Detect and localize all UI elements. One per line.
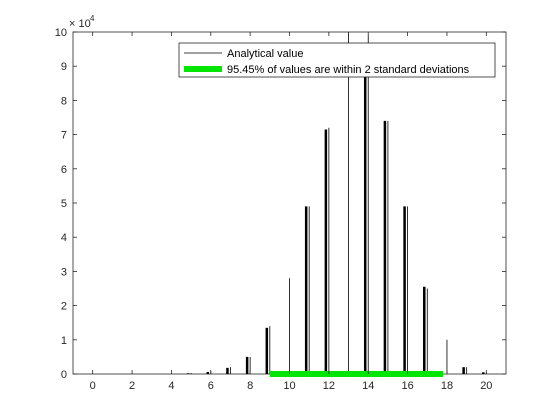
y-tick-label-6: 6: [61, 164, 67, 176]
y-tick-label-4: 4: [61, 232, 67, 244]
y-tick-label-10: 10: [55, 27, 67, 39]
y-tick-label-5: 5: [61, 198, 67, 210]
x-tick-label-0: 0: [90, 380, 96, 392]
x-tick-label-18: 18: [441, 380, 453, 392]
analytical-series: [190, 32, 487, 374]
legend-label-analytical: Analytical value: [227, 48, 303, 60]
y-exponent-power: 4: [90, 14, 95, 23]
x-tick-label-12: 12: [323, 380, 335, 392]
y-tick-label-1: 1: [61, 335, 67, 347]
y-axis-ticks: 0 1 2 3 4 5 6 7 8 9 10: [55, 27, 506, 381]
y-tick-label-0: 0: [61, 369, 67, 381]
legend-label-band: 95.45% of values are within 2 standard d…: [227, 64, 470, 76]
x-tick-label-2: 2: [129, 380, 135, 392]
y-tick-label-8: 8: [61, 95, 67, 107]
legend: Analytical value 95.45% of values are wi…: [178, 42, 496, 78]
sample-bars-series: [186, 73, 485, 374]
y-tick-label-3: 3: [61, 266, 67, 278]
x-tick-label-6: 6: [208, 380, 214, 392]
y-tick-label-2: 2: [61, 301, 67, 313]
x-tick-label-4: 4: [168, 380, 174, 392]
x-tick-label-10: 10: [283, 380, 295, 392]
x-tick-label-14: 14: [362, 380, 374, 392]
y-exponent-base: × 10: [69, 18, 91, 30]
y-exponent-label: × 10 4: [69, 14, 95, 30]
x-axis-ticks: 0 2 4 6 8 10 12 14 16 18 20: [90, 32, 492, 392]
legend-box: [178, 42, 496, 78]
y-tick-label-9: 9: [61, 61, 67, 73]
x-tick-label-16: 16: [401, 380, 413, 392]
y-tick-label-7: 7: [61, 130, 67, 142]
x-tick-label-8: 8: [247, 380, 253, 392]
x-tick-label-20: 20: [480, 380, 492, 392]
